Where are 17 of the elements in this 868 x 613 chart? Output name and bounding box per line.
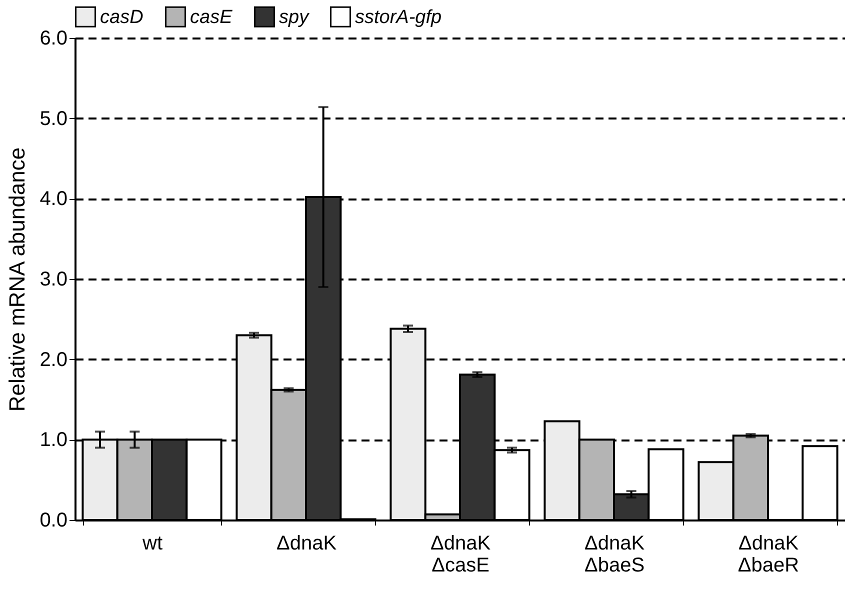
y-tick-label: 0.0 bbox=[40, 510, 68, 532]
y-tick-label: 6.0 bbox=[40, 28, 68, 50]
legend-label: sstorA-gfp bbox=[355, 6, 442, 28]
y-axis-title: Relative mRNA abundance bbox=[4, 147, 30, 412]
x-tick-label: ΔdnaK ΔbaeR bbox=[738, 532, 800, 576]
x-tick-label: ΔdnaK ΔbaeS bbox=[584, 532, 646, 576]
x-tick-label: ΔdnaK bbox=[276, 532, 338, 554]
y-tick-label: 4.0 bbox=[40, 188, 68, 210]
y-tick-label: 3.0 bbox=[40, 268, 68, 290]
x-tick-label: wt bbox=[142, 532, 163, 554]
x-tick-label: ΔdnaK ΔcasE bbox=[430, 532, 492, 576]
legend-label: casD bbox=[100, 6, 144, 28]
y-tick-label: 1.0 bbox=[40, 429, 68, 452]
legend-label: casE bbox=[190, 6, 233, 28]
legend-label: spy bbox=[279, 6, 310, 28]
y-tick-label: 5.0 bbox=[40, 108, 68, 130]
y-tick-label: 2.0 bbox=[40, 348, 68, 371]
